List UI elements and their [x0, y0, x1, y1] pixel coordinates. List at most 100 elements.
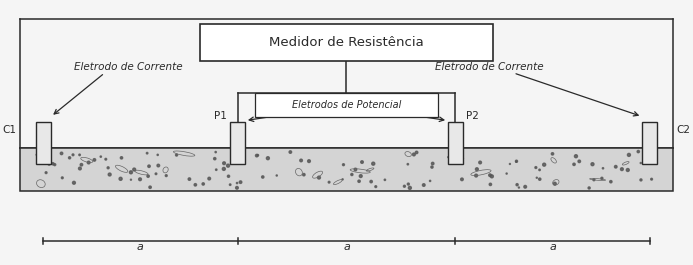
Text: Medidor de Resistência: Medidor de Resistência	[269, 36, 424, 49]
Point	[74, 153, 85, 157]
Point	[484, 173, 495, 177]
Point	[418, 183, 429, 187]
Point	[511, 160, 522, 164]
Point	[125, 178, 137, 182]
Point	[41, 171, 52, 175]
Point	[532, 176, 543, 180]
Point	[150, 172, 161, 176]
Text: Eletrodo de Corrente: Eletrodo de Corrente	[435, 61, 544, 72]
Point	[574, 159, 585, 164]
Point	[505, 162, 516, 166]
Text: Eletrodo de Corrente: Eletrodo de Corrente	[74, 61, 183, 72]
Point	[427, 161, 438, 166]
Point	[218, 161, 229, 165]
Point	[285, 150, 296, 154]
Point	[143, 164, 155, 168]
Point	[125, 170, 137, 174]
Point	[223, 174, 234, 178]
Point	[161, 174, 172, 178]
Point	[568, 162, 579, 166]
Point	[547, 152, 558, 156]
Bar	[230, 122, 245, 164]
Point	[252, 153, 263, 157]
Point	[222, 164, 234, 168]
Point	[104, 173, 115, 177]
Text: P1: P1	[213, 111, 227, 121]
Point	[69, 181, 80, 185]
Point	[605, 180, 616, 184]
Point	[337, 177, 348, 182]
Point	[143, 174, 154, 178]
Point	[346, 173, 358, 177]
Point	[67, 153, 78, 157]
Point	[597, 176, 608, 180]
Point	[587, 162, 598, 166]
Point	[209, 157, 220, 161]
Point	[145, 185, 156, 189]
Point	[622, 168, 633, 172]
Point	[263, 156, 274, 160]
Point	[366, 179, 377, 184]
Point	[64, 156, 75, 160]
Bar	[36, 122, 51, 164]
Text: Eletrodos de Potencial: Eletrodos de Potencial	[292, 100, 401, 110]
Point	[570, 154, 581, 158]
FancyBboxPatch shape	[254, 93, 439, 117]
Point	[353, 179, 365, 183]
Point	[56, 151, 67, 156]
Point	[204, 176, 215, 181]
Point	[338, 162, 349, 167]
Point	[616, 167, 627, 171]
Point	[83, 160, 94, 165]
Point	[129, 167, 140, 172]
Point	[95, 154, 106, 159]
Point	[295, 158, 306, 162]
Point	[356, 160, 367, 164]
Point	[231, 186, 243, 190]
Point	[152, 153, 164, 157]
Point	[534, 168, 545, 172]
FancyBboxPatch shape	[200, 24, 493, 61]
Point	[44, 162, 55, 166]
Point	[116, 156, 127, 160]
Point	[74, 166, 85, 171]
Point	[403, 182, 414, 186]
Point	[635, 178, 647, 182]
Point	[49, 162, 60, 167]
Point	[370, 184, 381, 189]
Point	[530, 165, 541, 170]
Point	[457, 177, 468, 182]
Point	[471, 167, 482, 171]
Point	[210, 150, 221, 154]
Point	[271, 173, 282, 178]
Point	[443, 155, 454, 159]
Point	[298, 173, 309, 177]
Point	[57, 176, 68, 180]
Point	[225, 183, 236, 187]
Bar	[19, 148, 674, 191]
Point	[426, 165, 437, 169]
Point	[511, 183, 523, 187]
Bar	[642, 122, 657, 164]
Text: P2: P2	[466, 111, 480, 121]
Point	[47, 162, 58, 166]
Point	[368, 162, 379, 166]
Point	[313, 175, 324, 180]
Point	[550, 182, 561, 186]
Point	[324, 180, 335, 184]
Point	[646, 177, 657, 181]
Point	[486, 174, 498, 178]
Text: a: a	[137, 242, 144, 253]
Point	[31, 153, 42, 157]
Point	[171, 153, 182, 157]
Point	[152, 164, 164, 168]
Point	[425, 179, 436, 183]
Point	[635, 161, 647, 165]
Text: C2: C2	[677, 125, 691, 135]
Point	[611, 165, 622, 169]
Point	[403, 162, 414, 166]
Point	[100, 157, 112, 161]
Text: a: a	[549, 242, 556, 253]
Point	[198, 182, 209, 186]
Point	[304, 159, 315, 163]
